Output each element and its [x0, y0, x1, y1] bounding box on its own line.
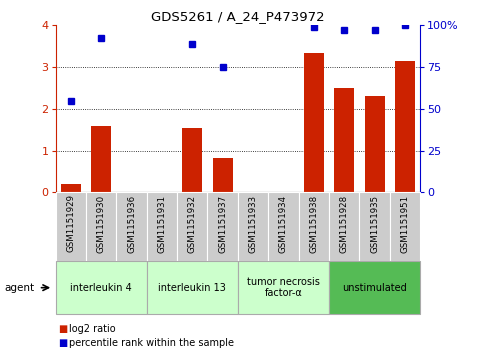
Text: GSM1151933: GSM1151933 — [249, 195, 257, 253]
Bar — [183, 128, 202, 192]
Text: GSM1151936: GSM1151936 — [127, 195, 136, 253]
Bar — [147, 192, 177, 261]
Bar — [208, 192, 238, 261]
Title: GDS5261 / A_24_P473972: GDS5261 / A_24_P473972 — [151, 10, 325, 23]
Text: interleukin 13: interleukin 13 — [158, 283, 226, 293]
Bar — [329, 192, 359, 261]
Bar — [238, 192, 268, 261]
Bar — [390, 192, 420, 261]
Bar — [395, 61, 415, 192]
Text: ■: ■ — [58, 323, 67, 334]
Bar — [116, 192, 147, 261]
Bar — [56, 192, 86, 261]
Text: GSM1151928: GSM1151928 — [340, 195, 349, 253]
Text: interleukin 4: interleukin 4 — [70, 283, 132, 293]
Text: log2 ratio: log2 ratio — [69, 323, 116, 334]
Bar — [329, 261, 420, 314]
Text: GSM1151931: GSM1151931 — [157, 195, 167, 253]
Text: GSM1151935: GSM1151935 — [370, 195, 379, 253]
Text: percentile rank within the sample: percentile rank within the sample — [69, 338, 234, 348]
Text: GSM1151951: GSM1151951 — [400, 195, 410, 253]
Bar — [298, 192, 329, 261]
Bar — [213, 158, 232, 192]
Text: GSM1151930: GSM1151930 — [97, 195, 106, 253]
Text: ■: ■ — [58, 338, 67, 348]
Bar — [61, 184, 81, 192]
Text: GSM1151934: GSM1151934 — [279, 195, 288, 253]
Bar — [334, 88, 354, 192]
Bar — [365, 96, 384, 192]
Bar — [91, 126, 111, 192]
Text: unstimulated: unstimulated — [342, 283, 407, 293]
Bar — [56, 261, 147, 314]
Text: tumor necrosis
factor-α: tumor necrosis factor-α — [247, 277, 320, 298]
Text: GSM1151929: GSM1151929 — [66, 195, 75, 252]
Bar — [177, 192, 208, 261]
Bar — [86, 192, 116, 261]
Text: GSM1151932: GSM1151932 — [188, 195, 197, 253]
Bar — [147, 261, 238, 314]
Bar — [238, 261, 329, 314]
Text: agent: agent — [5, 283, 35, 293]
Bar — [359, 192, 390, 261]
Bar — [304, 53, 324, 192]
Text: GSM1151938: GSM1151938 — [309, 195, 318, 253]
Text: GSM1151937: GSM1151937 — [218, 195, 227, 253]
Bar — [268, 192, 298, 261]
